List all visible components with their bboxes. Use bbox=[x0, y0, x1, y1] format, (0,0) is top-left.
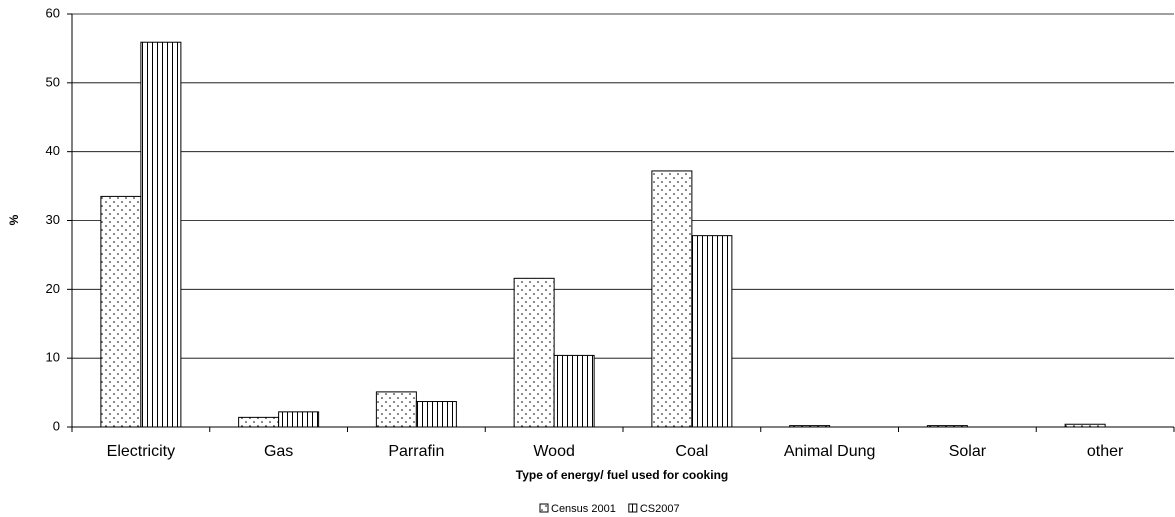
legend-label: CS2007 bbox=[640, 503, 680, 515]
bar bbox=[553, 354, 595, 428]
legend-swatch bbox=[539, 503, 549, 513]
bar bbox=[140, 41, 182, 428]
bar bbox=[513, 277, 555, 428]
x-tick-label: Solar bbox=[949, 443, 987, 460]
y-tick-label: 20 bbox=[46, 281, 60, 296]
y-axis-label: % bbox=[7, 214, 21, 225]
legend-swatch bbox=[628, 503, 638, 513]
bar bbox=[415, 401, 457, 428]
legend-label: Census 2001 bbox=[551, 503, 616, 515]
y-tick-label: 10 bbox=[46, 350, 60, 365]
x-tick-label: Wood bbox=[533, 443, 575, 460]
y-tick-label: 50 bbox=[46, 74, 60, 89]
x-tick-label: Coal bbox=[675, 443, 708, 460]
x-tick-label: Electricity bbox=[107, 443, 175, 460]
bar bbox=[278, 411, 320, 428]
bar bbox=[691, 235, 733, 428]
y-tick-label: 60 bbox=[46, 5, 60, 20]
y-tick-label: 30 bbox=[46, 212, 60, 227]
bar bbox=[238, 416, 280, 428]
y-tick-label: 40 bbox=[46, 143, 60, 158]
bar bbox=[651, 170, 693, 428]
x-tick-label: Parrafin bbox=[388, 443, 444, 460]
bar bbox=[375, 391, 417, 428]
x-axis-label: Type of energy/ fuel used for cooking bbox=[516, 468, 728, 482]
bar bbox=[100, 195, 142, 428]
x-tick-label: Gas bbox=[264, 443, 293, 460]
x-tick-label: other bbox=[1087, 443, 1124, 460]
y-tick-label: 0 bbox=[53, 418, 60, 433]
x-tick-label: Animal Dung bbox=[784, 443, 876, 460]
